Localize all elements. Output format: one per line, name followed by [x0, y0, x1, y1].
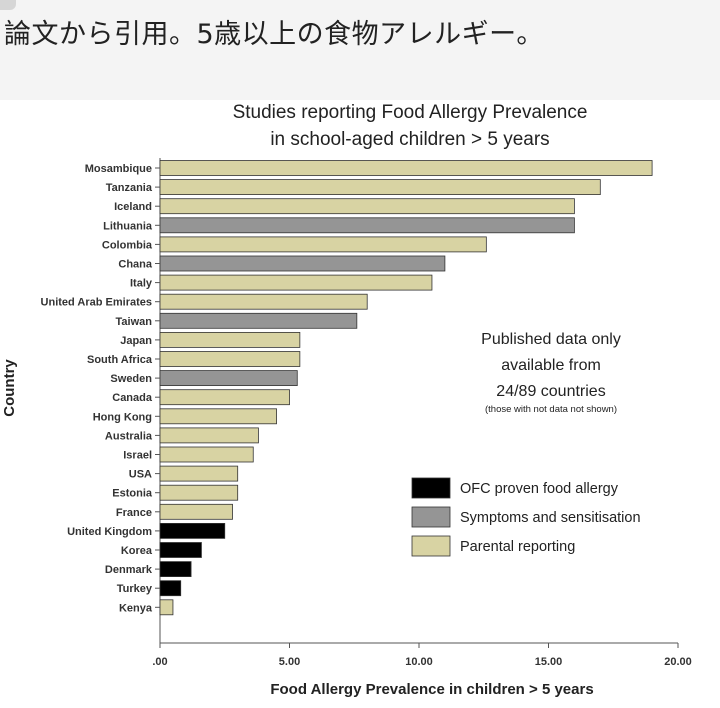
bar-turkey: [159, 580, 182, 597]
bar-canada: [159, 389, 290, 406]
legend-label: Parental reporting: [460, 539, 575, 555]
country-label: South Africa: [87, 354, 153, 366]
bar-israel: [159, 446, 254, 463]
country-label: Korea: [121, 545, 153, 557]
chart-panel: Studies reporting Food Allergy Prevalenc…: [0, 100, 720, 708]
chart-title-line: Studies reporting Food Allergy Prevalenc…: [233, 102, 588, 123]
country-label: Italy: [130, 278, 153, 290]
x-tick-label: 10.00: [405, 656, 433, 668]
country-label: Colombia: [102, 239, 153, 251]
bar-united-arab-emirates: [159, 293, 368, 310]
y-axis-title: Country: [1, 359, 18, 417]
bar-estonia: [159, 484, 239, 501]
bar-chana: [159, 255, 446, 272]
country-label: United Arab Emirates: [41, 297, 152, 309]
x-tick-label: 5.00: [279, 656, 300, 668]
country-label: USA: [129, 469, 152, 481]
country-label: Sweden: [110, 373, 152, 385]
country-label: Canada: [112, 392, 153, 404]
country-label: France: [116, 507, 152, 519]
country-label: Denmark: [105, 564, 153, 576]
x-tick-label: 15.00: [535, 656, 563, 668]
annotation-note: (those with not data not shown): [485, 404, 617, 415]
chart-title-line: in school-aged children > 5 years: [270, 129, 549, 150]
country-label: Japan: [120, 335, 152, 347]
country-label: Australia: [105, 430, 153, 442]
legend-label: OFC proven food allergy: [460, 481, 619, 497]
legend-label: Symptoms and sensitisation: [460, 510, 641, 526]
bar-italy: [159, 274, 433, 291]
country-label: Iceland: [114, 201, 152, 213]
x-tick-label: .00: [152, 656, 167, 668]
country-label: Hong Kong: [93, 411, 152, 423]
country-label: Lithuania: [103, 220, 153, 232]
allergy-prevalence-chart: Studies reporting Food Allergy Prevalenc…: [1, 102, 692, 698]
country-label: Taiwan: [116, 316, 153, 328]
bar-taiwan: [159, 312, 358, 329]
country-label: Israel: [123, 450, 152, 462]
country-label: Tanzania: [106, 182, 153, 194]
bar-kenya: [159, 599, 174, 616]
legend-swatch: [411, 477, 451, 499]
annotation-line: Published data only: [481, 331, 621, 348]
bar-korea: [159, 542, 202, 558]
legend-swatch: [411, 535, 451, 557]
bar-usa: [159, 465, 239, 482]
bar-tanzania: [159, 179, 601, 195]
country-label: Chana: [118, 259, 153, 271]
bar-australia: [159, 427, 259, 444]
legend-swatch: [411, 506, 451, 528]
bar-mosambique: [159, 160, 653, 176]
annotation-line: 24/89 countries: [496, 383, 605, 400]
bar-france: [159, 503, 233, 520]
bar-lithuania: [159, 217, 575, 234]
country-label: United Kingdom: [67, 526, 152, 538]
bar-united-kingdom: [159, 522, 226, 539]
country-label: Turkey: [117, 583, 153, 595]
corner-indicator: [0, 0, 16, 10]
annotation-line: available from: [501, 357, 601, 374]
bar-iceland: [159, 198, 575, 215]
x-tick-label: 20.00: [664, 656, 692, 668]
bar-japan: [159, 331, 301, 348]
x-axis-title: Food Allergy Prevalence in children > 5 …: [270, 681, 593, 698]
bar-sweden: [159, 370, 298, 387]
bar-south-africa: [159, 351, 301, 367]
country-label: Estonia: [112, 488, 153, 500]
country-label: Mosambique: [85, 163, 152, 175]
bar-hong-kong: [159, 408, 277, 425]
bar-colombia: [159, 236, 487, 253]
country-label: Kenya: [119, 602, 153, 614]
caption-text: 論文から引用。5歳以上の食物アレルギー。: [4, 19, 544, 50]
bar-denmark: [159, 561, 192, 578]
